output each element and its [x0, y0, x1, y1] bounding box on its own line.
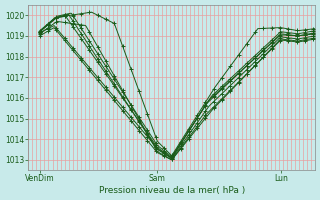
- X-axis label: Pression niveau de la mer( hPa ): Pression niveau de la mer( hPa ): [99, 186, 245, 195]
